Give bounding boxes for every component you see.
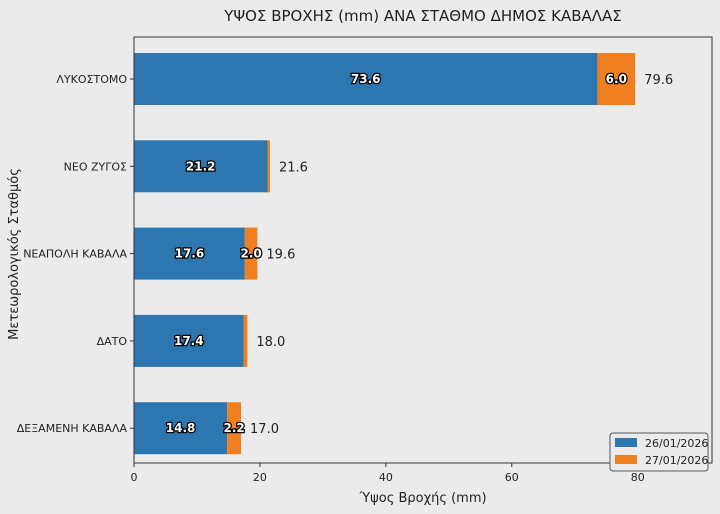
bar-segment-1 [134, 227, 245, 280]
x-tick-label: 40 [379, 471, 393, 484]
segment-label: 17.4 [174, 334, 204, 348]
segment-label: 6.0 [606, 72, 627, 86]
bar-segment-2 [227, 402, 242, 455]
legend-swatch-series-1 [615, 438, 637, 447]
total-label: 18.0 [256, 335, 285, 350]
segment-label: 2.0 [240, 247, 261, 261]
bar-segment-2 [597, 53, 636, 105]
legend: 26/01/2026 27/01/2026 [609, 432, 709, 472]
segment-label: 14.8 [166, 421, 196, 435]
x-tick-label: 80 [631, 471, 645, 484]
y-tick-label: ΝΕΟ ΖΥΓΟΣ [64, 160, 127, 173]
plot-frame [133, 36, 713, 464]
x-tick-label: 20 [253, 471, 267, 484]
total-label: 19.6 [266, 248, 295, 263]
segment-label: 73.6 [351, 72, 381, 86]
bar-segment-1 [134, 140, 268, 193]
y-tick-label: ΛΥΚΟΣΤΟΜΟ [56, 73, 127, 86]
total-label: 21.6 [279, 160, 308, 175]
chart-title: ΥΨΟΣ ΒΡΟΧΗΣ (mm) ΑΝΑ ΣΤΑΘΜΟ ΔΗΜΟΣ ΚΑΒΑΛΑ… [223, 7, 622, 25]
legend-swatch-series-2 [615, 455, 637, 464]
bar-segment-2 [243, 314, 248, 367]
bar-segment-2 [267, 140, 270, 193]
y-tick-label: ΔΕΞΑΜΕΝΗ ΚΑΒΑΛΑ [17, 422, 128, 435]
bar-segment-2 [244, 227, 258, 280]
y-axis-label: Μετεωρολογικός Σταθμός [7, 168, 22, 340]
legend-label-series-1: 26/01/2026 [645, 437, 708, 450]
x-axis-label: Ύψος Βροχής (mm) [358, 491, 486, 506]
segment-label: 17.6 [175, 247, 205, 261]
y-tick-label: ΔΑΤΟ [97, 335, 128, 348]
bar-segment-1 [134, 402, 228, 455]
segment-label: 2.2 [223, 421, 244, 435]
y-tick-label: ΝΕΑΠΟΛΗ ΚΑΒΑΛΑ [23, 248, 127, 261]
legend-label-series-2: 27/01/2026 [645, 454, 708, 467]
total-label: 79.6 [644, 73, 673, 88]
segment-label: 21.2 [186, 159, 216, 173]
total-label: 17.0 [250, 422, 279, 437]
x-tick-label: 60 [505, 471, 519, 484]
bar-segment-1 [134, 314, 244, 367]
bar-segment-1 [134, 53, 598, 105]
x-tick-label: 0 [131, 471, 138, 484]
